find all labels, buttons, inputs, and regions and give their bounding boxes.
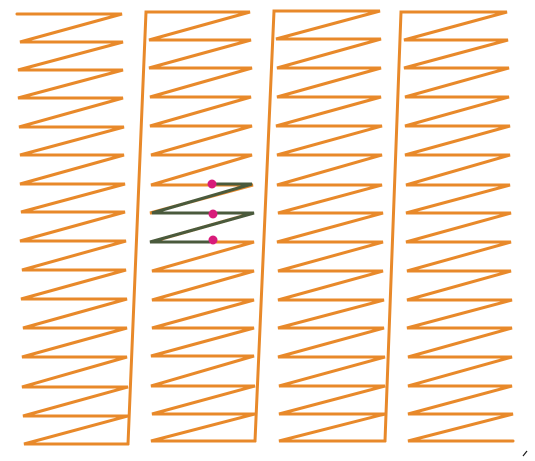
marker-dot-3 (208, 235, 218, 245)
marker-dot-2 (208, 209, 218, 219)
marker-dot-1 (207, 179, 217, 189)
zigzag-column-4 (383, 10, 515, 443)
zigzag-column-1 (15, 12, 130, 446)
small-stroke-mark (522, 450, 528, 457)
highlighted-zigzag-segment (149, 182, 255, 244)
zigzag-column-3 (253, 9, 387, 443)
